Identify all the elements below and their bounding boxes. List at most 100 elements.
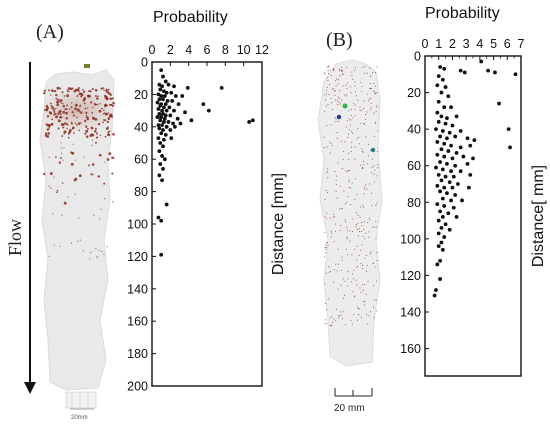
panel-b-data-point: [439, 240, 444, 245]
panel-b-data-point: [453, 134, 458, 139]
panel-a-data-point: [166, 120, 171, 124]
panel-a-data-point: [156, 123, 161, 128]
panel-b-data-point: [447, 227, 452, 232]
panel-a-scale-label: 20mm: [71, 415, 88, 421]
panel-b-data-point: [454, 151, 459, 155]
panel-a-y-axis-title: Distance [mm]: [270, 173, 287, 275]
panel-a-data-point: [164, 90, 169, 95]
panel-b-data-point: [435, 202, 440, 207]
panel-b-y-tick-label: 80: [407, 196, 421, 210]
panel-a-x-tick-label: 12: [255, 43, 269, 57]
panel-b-data-point: [442, 204, 447, 208]
panel-a-data-point: [160, 154, 164, 158]
panel-b-data-point: [462, 70, 467, 75]
panel-b-data-point: [446, 94, 451, 99]
panel-a-letter: (A): [36, 21, 64, 43]
panel-b-data-point: [438, 134, 442, 139]
panel-b-data-point: [479, 59, 484, 64]
panel-a-y-tick-label: 160: [127, 315, 148, 329]
panel-b-axes: 0 1 2 3 4 5 6 7 0 20 40 60 80 100 120 140 160: [400, 37, 524, 356]
panel-a-x-tick-label: 2: [167, 43, 174, 57]
panel-b-data-point: [449, 143, 453, 148]
panel-a-data-point: [173, 94, 178, 98]
panel-a-data-point: [159, 115, 164, 119]
panel-b-teal-particle: [370, 147, 376, 153]
panel-b-data-point: [440, 129, 445, 133]
panel-a-data-point: [247, 120, 252, 124]
panel-b-data-point: [438, 189, 442, 194]
panel-b-data-point: [440, 196, 445, 201]
panel-b-data-point: [450, 185, 455, 190]
panel-b-y-tick-label: 160: [400, 342, 421, 356]
panel-b-data-point: [447, 130, 452, 135]
panel-a-data-point: [160, 84, 164, 89]
panel-b-data-point: [442, 66, 447, 71]
panel-a-data-point: [156, 107, 161, 111]
panel-a-data-point: [159, 68, 164, 72]
panel-a-data-point: [158, 118, 163, 123]
panel-b-data-point: [465, 136, 470, 141]
panel-a-x-tick-label: 4: [185, 43, 192, 57]
panel-b-data-point: [439, 225, 444, 230]
panel-a-data-point: [161, 167, 165, 171]
panel-a-data-point: [164, 108, 169, 113]
panel-b-data-point: [461, 154, 466, 159]
flow-arrow: [24, 62, 36, 394]
panel-b-data-point: [486, 68, 490, 73]
panel-a-x-tick-label: 10: [237, 43, 251, 57]
panel-a-specimen-body: [39, 69, 115, 391]
panel-b-data-point: [438, 209, 442, 214]
panel-b-data-point: [468, 172, 473, 177]
panel-a-data-point: [180, 94, 185, 98]
panel-b-data-point: [451, 174, 456, 179]
panel-b-data-point: [445, 116, 449, 121]
panel-a-data-point: [159, 131, 164, 136]
panel-b-specimen-image: [317, 59, 383, 367]
panel-a-data-point: [156, 215, 161, 220]
panel-a-data-point: [155, 100, 160, 105]
panel-a-scale-bar: [65, 391, 97, 410]
panel-a-data-point: [169, 90, 174, 95]
panel-b-data-point: [435, 140, 440, 144]
panel-a-data-point: [158, 141, 163, 145]
panel-a-y-tick-label: 100: [127, 218, 148, 232]
panel-b-blue-particle: [336, 114, 342, 120]
panel-a-data-point: [167, 105, 172, 110]
panel-b-green-particle: [342, 103, 348, 109]
panel-a-data-point: [163, 102, 168, 107]
panel-b-data-point: [454, 215, 459, 219]
panel-a-data-point: [161, 128, 165, 132]
panel-a-data-point: [165, 98, 170, 103]
panel-a-data-point: [189, 118, 194, 123]
panel-a-data-point: [161, 144, 165, 149]
panel-a-data-point: [162, 89, 166, 94]
panel-a-data-point: [161, 97, 165, 102]
panel-b-data-point: [439, 90, 444, 95]
panel-b-data-point: [465, 161, 470, 166]
panel-a-specimen-image: [38, 64, 118, 391]
panel-a-data-point: [175, 116, 180, 121]
panel-a-x-tick-label: 6: [204, 43, 211, 57]
panel-a-tab-marker: [84, 64, 90, 68]
panel-b-points: [432, 59, 518, 298]
panel-a-data-point: [161, 74, 165, 79]
panel-a-data-point: [162, 94, 167, 98]
panel-a-data-point: [162, 137, 166, 142]
panel-b-particles: [323, 65, 379, 327]
panel-a-data-point: [158, 87, 163, 92]
panel-b-data-point: [436, 231, 441, 236]
panel-b-data-point: [458, 169, 463, 174]
panel-b-data-point: [440, 215, 445, 219]
panel-b-data-point: [435, 183, 440, 188]
panel-b-data-point: [442, 141, 447, 146]
panel-b-data-point: [442, 105, 447, 110]
panel-a-x-axis-title: Probability: [153, 9, 228, 26]
panel-b-data-point: [432, 293, 437, 298]
panel-b-data-point: [449, 198, 453, 203]
panel-b-data-point: [436, 244, 441, 249]
panel-a-data-point: [163, 79, 168, 84]
panel-b-data-point: [436, 99, 441, 104]
panel-a-data-point: [157, 97, 162, 102]
panel-b-data-point: [440, 167, 445, 172]
panel-a-x-tick-label: 0: [149, 43, 156, 57]
